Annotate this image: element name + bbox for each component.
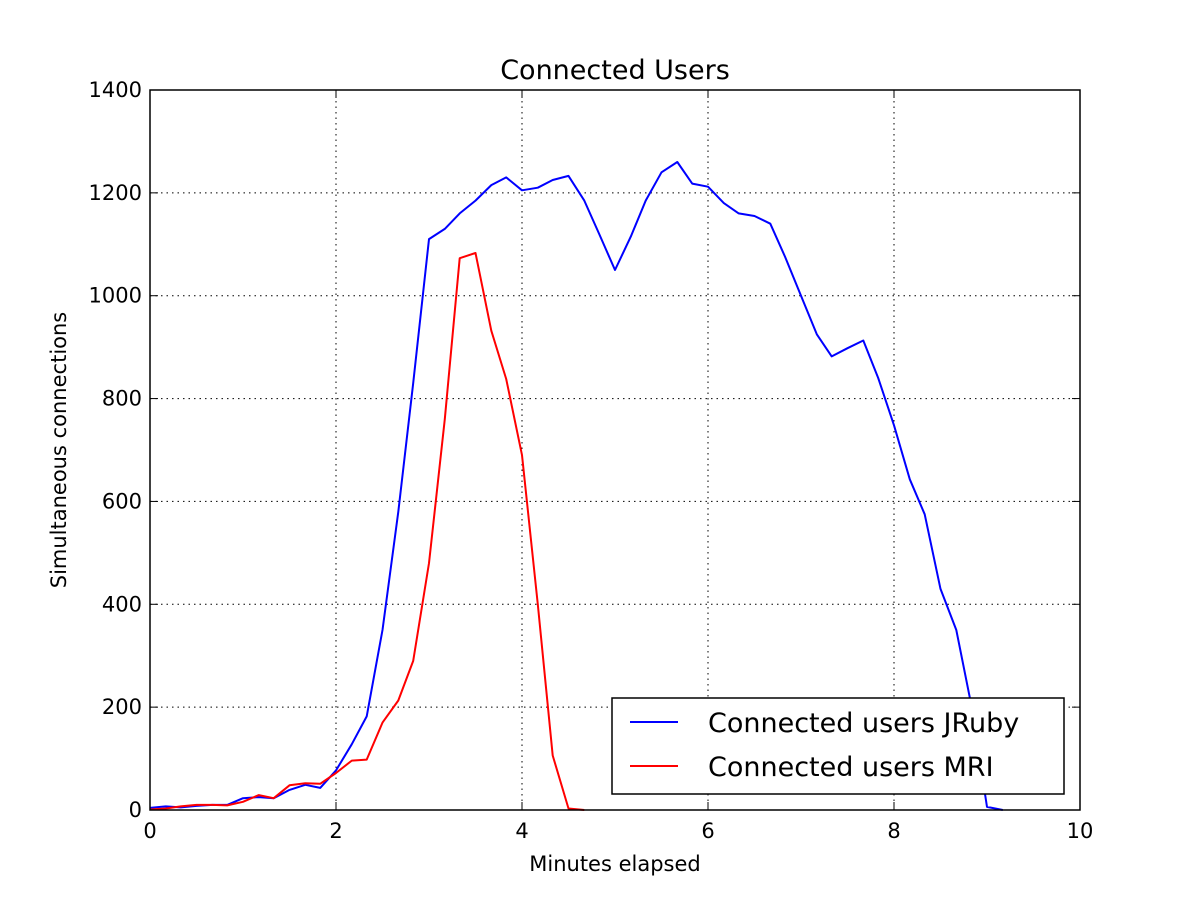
legend-label-jruby: Connected users JRuby (708, 708, 1019, 739)
x-tick-label: 2 (329, 819, 342, 843)
x-axis-title: Minutes elapsed (529, 852, 701, 876)
series-layer (149, 161, 1003, 811)
x-tick-label: 4 (515, 819, 528, 843)
y-tick-label: 400 (102, 592, 142, 616)
x-tick-label: 0 (143, 819, 156, 843)
y-tick-label: 1200 (89, 181, 142, 205)
y-tick-label: 600 (102, 489, 142, 513)
x-tick-label: 6 (701, 819, 714, 843)
x-tick-label: 8 (887, 819, 900, 843)
chart-title: Connected Users (500, 55, 730, 86)
x-tick-label: 10 (1067, 819, 1094, 843)
series-line-connected-users-mri (149, 252, 585, 811)
y-tick-label: 1000 (89, 284, 142, 308)
series-line-connected-users-jruby (149, 161, 1003, 811)
legend: Connected users JRuby Connected users MR… (611, 697, 1065, 795)
y-tick-label: 0 (129, 798, 142, 822)
y-tick-label: 1400 (89, 78, 142, 102)
legend-label-mri: Connected users MRI (708, 752, 994, 783)
y-tick-label: 200 (102, 695, 142, 719)
ticks: 0 2 4 6 8 10 0 200 400 600 800 1000 1200 1400 (89, 78, 1094, 843)
y-tick-label: 800 (102, 387, 142, 411)
plot-area-frame (149, 89, 1081, 811)
y-axis-title: Simultaneous connections (47, 312, 71, 589)
grid (150, 90, 1080, 810)
legend-frame (611, 697, 1065, 795)
